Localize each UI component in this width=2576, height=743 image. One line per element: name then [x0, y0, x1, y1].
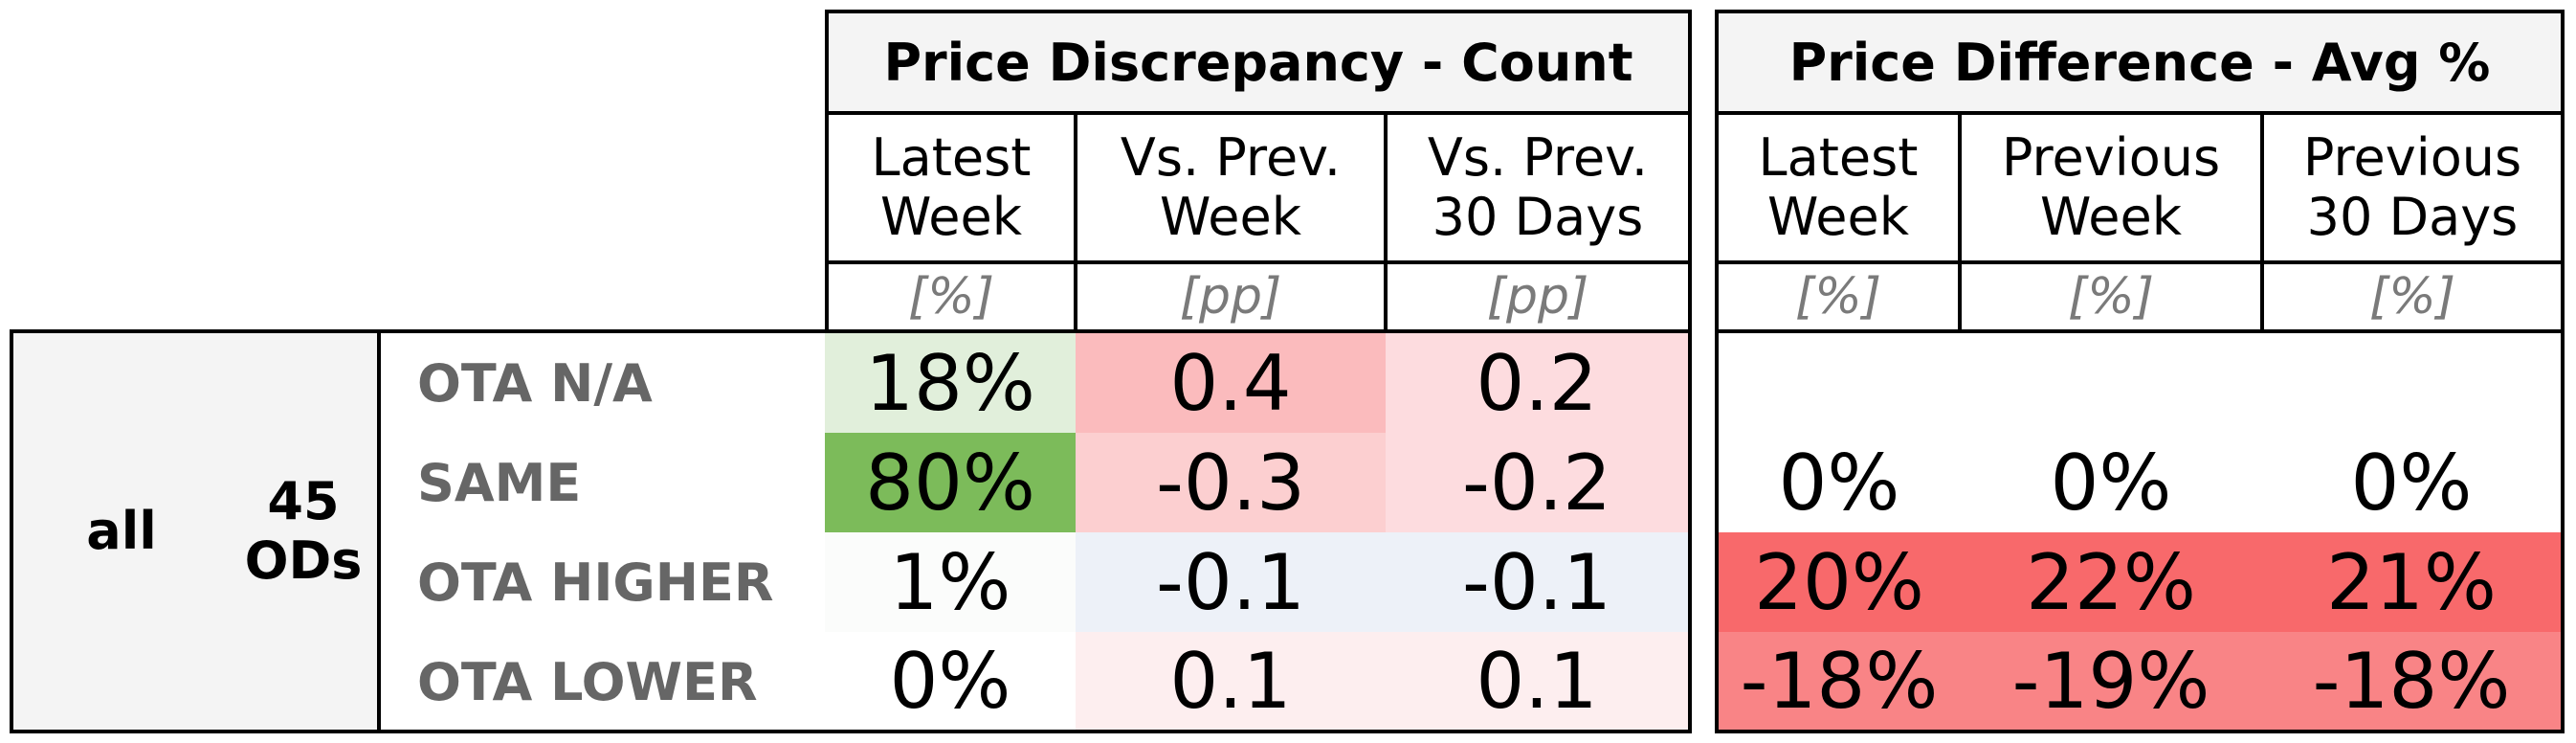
discrepancy-col-header-latest: Latest Week [825, 111, 1077, 264]
discrepancy-cell: -0.1 [1386, 532, 1688, 632]
difference-group-title: Price Difference - Avg % [1715, 10, 2565, 115]
discrepancy-cell: 1% [825, 532, 1076, 632]
row-label-ota-higher: OTA HIGHER [417, 552, 774, 613]
difference-cell: 20% [1719, 532, 1960, 632]
discrepancy-unit-prev-30: [pp] [1384, 260, 1692, 333]
discrepancy-cell: 80% [825, 433, 1076, 532]
difference-data-panel [1715, 329, 2565, 733]
discrepancy-cell: -0.3 [1076, 433, 1386, 532]
discrepancy-data-panel [825, 329, 1692, 733]
discrepancy-cell: 0.2 [1386, 333, 1688, 433]
segment-panel [10, 329, 381, 733]
difference-col-header-prev-30: Previous 30 Days [2260, 111, 2565, 264]
discrepancy-cell: -0.2 [1386, 433, 1688, 532]
difference-cell: 0% [2262, 433, 2561, 532]
difference-cell: 21% [2262, 532, 2561, 632]
discrepancy-cell: 0.4 [1076, 333, 1386, 433]
difference-unit-prev-week: [%] [1958, 260, 2264, 333]
segment-label: all [86, 501, 157, 561]
difference-col-header-latest: Latest Week [1715, 111, 1962, 264]
difference-cell: 0% [1960, 433, 2262, 532]
difference-col-header-prev-week: Previous Week [1958, 111, 2264, 264]
discrepancy-cell: 18% [825, 333, 1076, 433]
row-label-panel [377, 329, 833, 733]
difference-cell [2262, 333, 2561, 433]
ods-count-label: 45 ODs [244, 471, 363, 591]
row-label-ota-lower: OTA LOWER [417, 651, 758, 712]
difference-cell [1719, 333, 1960, 433]
difference-unit-prev-30: [%] [2260, 260, 2565, 333]
difference-cell: 22% [1960, 532, 2262, 632]
discrepancy-cell: 0.1 [1386, 632, 1688, 730]
row-label-same: SAME [417, 452, 582, 513]
discrepancy-col-header-prev-30: Vs. Prev. 30 Days [1384, 111, 1692, 264]
discrepancy-group-title: Price Discrepancy - Count [825, 10, 1692, 115]
difference-cell: -18% [2262, 632, 2561, 730]
discrepancy-cell: -0.1 [1076, 532, 1386, 632]
difference-unit-latest: [%] [1715, 260, 1962, 333]
difference-cell [1960, 333, 2262, 433]
discrepancy-unit-prev-week: [pp] [1074, 260, 1388, 333]
difference-cell: -19% [1960, 632, 2262, 730]
discrepancy-cell: 0.1 [1076, 632, 1386, 730]
row-label-ota-na: OTA N/A [417, 352, 653, 414]
discrepancy-col-header-prev-week: Vs. Prev. Week [1074, 111, 1388, 264]
discrepancy-unit-latest: [%] [825, 260, 1077, 333]
difference-cell: -18% [1719, 632, 1960, 730]
difference-cell: 0% [1719, 433, 1960, 532]
discrepancy-cell: 0% [825, 632, 1076, 730]
